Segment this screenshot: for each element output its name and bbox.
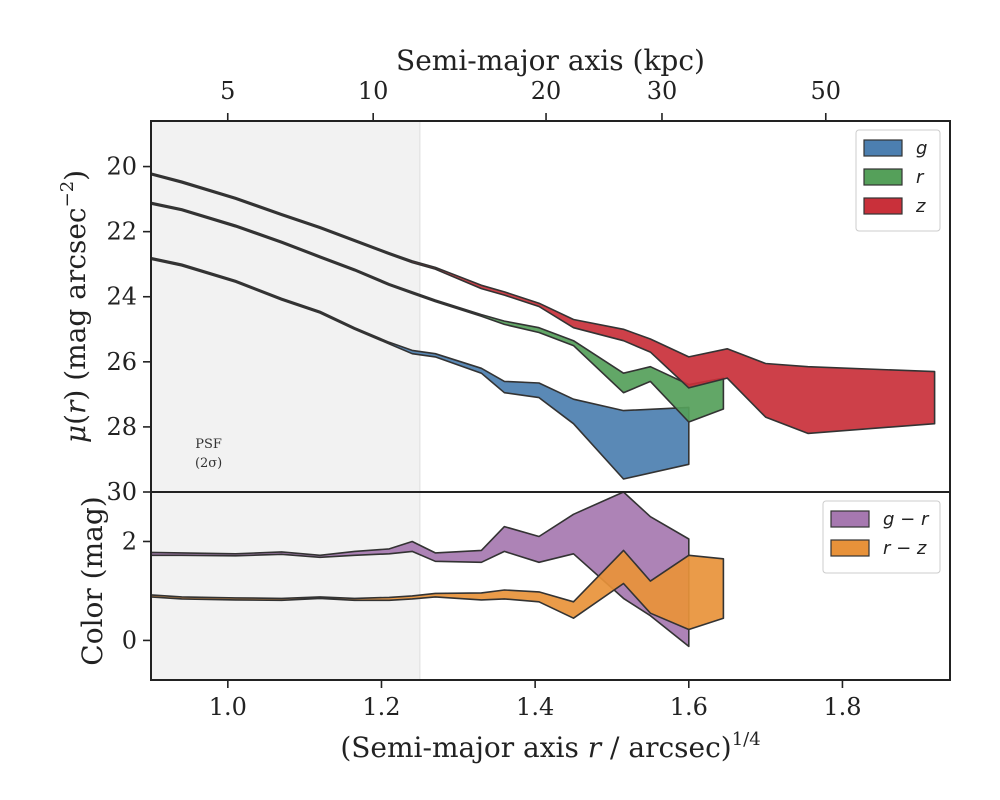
mu-profile-band-0 xyxy=(151,256,690,480)
psf-region-bottom xyxy=(151,492,420,680)
color-legend-swatch-1 xyxy=(830,539,870,557)
kpc-tick-label-1: 10 xyxy=(358,77,389,105)
xtick-label-3: 1.6 xyxy=(670,693,708,721)
kpc-tick-label-2: 20 xyxy=(531,77,562,105)
bottom-ytick-label-0: 0 xyxy=(122,626,137,654)
kpc-tick-label-3: 30 xyxy=(647,77,678,105)
x-axis-title: (Semi-major axis r / arcsec)1/4 xyxy=(340,729,760,764)
color-profile-band-1 xyxy=(151,549,725,631)
psf-region-top xyxy=(151,121,420,492)
color-legend-swatch-0 xyxy=(830,510,870,528)
xtick-label-2: 1.4 xyxy=(516,693,554,721)
top-y-axis-title: μ(r) (mag arcsec−2) xyxy=(57,170,92,443)
xtick-label-0: 1.0 xyxy=(209,693,247,721)
xtick-label-1: 1.2 xyxy=(362,693,400,721)
mu-profile-band-1 xyxy=(151,201,725,423)
color-profile-bands xyxy=(151,492,725,648)
top-ytick-label-5: 30 xyxy=(106,478,137,506)
color-profile-band-0 xyxy=(151,492,690,648)
top-axis-title: Semi-major axis (kpc) xyxy=(396,44,705,77)
mu-legend-label-2: z xyxy=(915,196,926,217)
top-ytick-label-4: 28 xyxy=(106,413,137,441)
top-ytick-label-3: 26 xyxy=(106,348,137,376)
psf-annotation-line2: (2σ) xyxy=(195,456,222,471)
mu-legend-swatch-2 xyxy=(863,197,903,215)
top-ytick-label-1: 22 xyxy=(106,218,137,246)
mu-legend-swatch-1 xyxy=(863,168,903,186)
mu-legend-label-1: r xyxy=(916,167,925,188)
xtick-label-4: 1.8 xyxy=(823,693,861,721)
mu-legend-swatch-0 xyxy=(863,139,903,157)
top-ytick-label-0: 20 xyxy=(106,153,137,181)
top-ytick-label-2: 24 xyxy=(106,283,137,311)
mu-profile-bands xyxy=(151,172,936,480)
color-legend-label-1: r − z xyxy=(883,538,927,559)
kpc-tick-label-0: 5 xyxy=(220,77,235,105)
mu-legend-label-0: g xyxy=(916,138,927,159)
psf-annotation-line1: PSF xyxy=(195,437,222,452)
bottom-y-axis-title: Color (mag) xyxy=(76,496,109,665)
color-legend-label-0: g − r xyxy=(883,509,930,530)
mu-profile-band-2 xyxy=(151,172,936,435)
kpc-tick-label-4: 50 xyxy=(810,77,841,105)
bottom-ytick-label-1: 2 xyxy=(122,527,137,555)
bottom-panel-frame xyxy=(150,491,951,681)
